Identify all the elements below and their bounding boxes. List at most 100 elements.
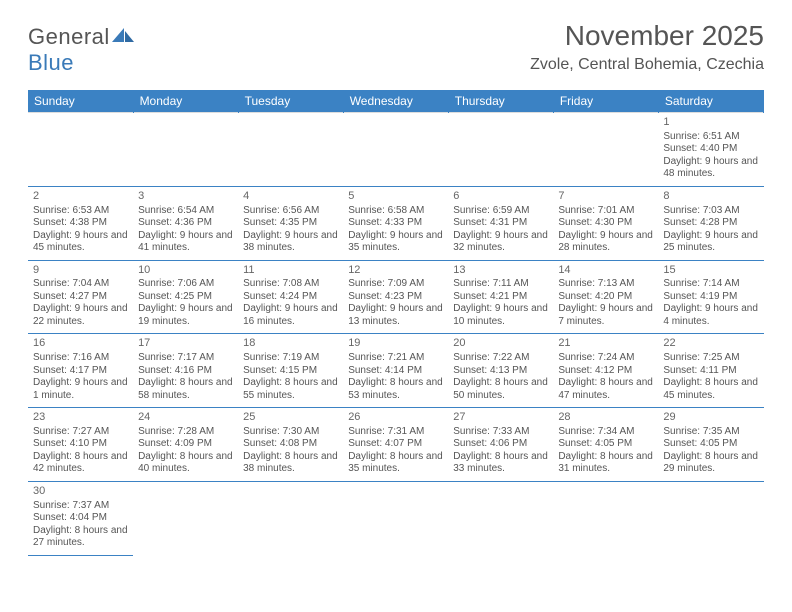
sunrise-line: Sunrise: 7:24 AM (558, 352, 653, 365)
sunset-line: Sunset: 4:16 PM (138, 365, 233, 378)
calendar-cell: 10Sunrise: 7:06 AMSunset: 4:25 PMDayligh… (133, 260, 238, 334)
sunset-line: Sunset: 4:07 PM (348, 438, 443, 451)
sunrise-line: Sunrise: 6:58 AM (348, 205, 443, 218)
daylight-line: Daylight: 9 hours and 41 minutes. (138, 230, 233, 255)
daylight-line: Daylight: 9 hours and 19 minutes. (138, 303, 233, 328)
calendar-cell: 19Sunrise: 7:21 AMSunset: 4:14 PMDayligh… (343, 334, 448, 408)
calendar-cell: 22Sunrise: 7:25 AMSunset: 4:11 PMDayligh… (658, 334, 763, 408)
sunset-line: Sunset: 4:23 PM (348, 291, 443, 304)
sunset-line: Sunset: 4:10 PM (33, 438, 128, 451)
calendar-cell: 1Sunrise: 6:51 AMSunset: 4:40 PMDaylight… (658, 113, 763, 187)
sunrise-line: Sunrise: 7:01 AM (558, 205, 653, 218)
day-number: 15 (663, 264, 758, 278)
calendar-cell (238, 481, 343, 555)
sunset-line: Sunset: 4:13 PM (453, 365, 548, 378)
day-number: 19 (348, 337, 443, 351)
sunset-line: Sunset: 4:36 PM (138, 217, 233, 230)
sunrise-line: Sunrise: 6:53 AM (33, 205, 128, 218)
calendar-cell (28, 113, 133, 187)
daylight-line: Daylight: 9 hours and 4 minutes. (663, 303, 758, 328)
day-number: 26 (348, 411, 443, 425)
calendar-cell: 27Sunrise: 7:33 AMSunset: 4:06 PMDayligh… (448, 408, 553, 482)
day-number: 7 (558, 190, 653, 204)
calendar-cell: 11Sunrise: 7:08 AMSunset: 4:24 PMDayligh… (238, 260, 343, 334)
sunrise-line: Sunrise: 7:06 AM (138, 278, 233, 291)
day-number: 10 (138, 264, 233, 278)
day-number: 12 (348, 264, 443, 278)
daylight-line: Daylight: 8 hours and 40 minutes. (138, 451, 233, 476)
sunrise-line: Sunrise: 7:37 AM (33, 500, 128, 513)
daylight-line: Daylight: 8 hours and 35 minutes. (348, 451, 443, 476)
sunrise-line: Sunrise: 7:19 AM (243, 352, 338, 365)
daylight-line: Daylight: 9 hours and 28 minutes. (558, 230, 653, 255)
calendar-cell (553, 113, 658, 187)
sunrise-line: Sunrise: 7:22 AM (453, 352, 548, 365)
sunset-line: Sunset: 4:19 PM (663, 291, 758, 304)
sunrise-line: Sunrise: 6:56 AM (243, 205, 338, 218)
sunset-line: Sunset: 4:28 PM (663, 217, 758, 230)
brand-part2: Blue (28, 50, 74, 75)
sunset-line: Sunset: 4:30 PM (558, 217, 653, 230)
daylight-line: Daylight: 9 hours and 48 minutes. (663, 156, 758, 181)
daylight-line: Daylight: 9 hours and 22 minutes. (33, 303, 128, 328)
calendar-cell: 3Sunrise: 6:54 AMSunset: 4:36 PMDaylight… (133, 186, 238, 260)
sunset-line: Sunset: 4:24 PM (243, 291, 338, 304)
calendar-table: SundayMondayTuesdayWednesdayThursdayFrid… (28, 90, 764, 556)
day-number: 28 (558, 411, 653, 425)
calendar-cell: 18Sunrise: 7:19 AMSunset: 4:15 PMDayligh… (238, 334, 343, 408)
sunset-line: Sunset: 4:21 PM (453, 291, 548, 304)
sunset-line: Sunset: 4:15 PM (243, 365, 338, 378)
sunset-line: Sunset: 4:05 PM (663, 438, 758, 451)
calendar-cell (133, 481, 238, 555)
sunrise-line: Sunrise: 7:34 AM (558, 426, 653, 439)
day-number: 17 (138, 337, 233, 351)
sunrise-line: Sunrise: 7:09 AM (348, 278, 443, 291)
day-number: 18 (243, 337, 338, 351)
sunrise-line: Sunrise: 7:11 AM (453, 278, 548, 291)
calendar-cell (343, 481, 448, 555)
day-number: 6 (453, 190, 548, 204)
calendar-cell (448, 113, 553, 187)
sunrise-line: Sunrise: 6:51 AM (663, 131, 758, 144)
calendar-cell: 12Sunrise: 7:09 AMSunset: 4:23 PMDayligh… (343, 260, 448, 334)
calendar-cell: 16Sunrise: 7:16 AMSunset: 4:17 PMDayligh… (28, 334, 133, 408)
brand-text: GeneralBlue (28, 24, 136, 76)
sunset-line: Sunset: 4:09 PM (138, 438, 233, 451)
calendar-cell (658, 481, 763, 555)
daylight-line: Daylight: 8 hours and 50 minutes. (453, 377, 548, 402)
calendar-week-row: 23Sunrise: 7:27 AMSunset: 4:10 PMDayligh… (28, 408, 764, 482)
day-header-row: SundayMondayTuesdayWednesdayThursdayFrid… (28, 90, 764, 113)
calendar-cell: 26Sunrise: 7:31 AMSunset: 4:07 PMDayligh… (343, 408, 448, 482)
sunset-line: Sunset: 4:20 PM (558, 291, 653, 304)
day-header: Saturday (658, 90, 763, 113)
sunset-line: Sunset: 4:25 PM (138, 291, 233, 304)
sunrise-line: Sunrise: 7:21 AM (348, 352, 443, 365)
day-number: 23 (33, 411, 128, 425)
calendar-cell: 6Sunrise: 6:59 AMSunset: 4:31 PMDaylight… (448, 186, 553, 260)
daylight-line: Daylight: 9 hours and 35 minutes. (348, 230, 443, 255)
sunrise-line: Sunrise: 7:03 AM (663, 205, 758, 218)
calendar-cell: 20Sunrise: 7:22 AMSunset: 4:13 PMDayligh… (448, 334, 553, 408)
sunset-line: Sunset: 4:12 PM (558, 365, 653, 378)
calendar-cell: 17Sunrise: 7:17 AMSunset: 4:16 PMDayligh… (133, 334, 238, 408)
daylight-line: Daylight: 9 hours and 32 minutes. (453, 230, 548, 255)
brand-logo: GeneralBlue (28, 20, 136, 76)
sunset-line: Sunset: 4:06 PM (453, 438, 548, 451)
sunset-line: Sunset: 4:35 PM (243, 217, 338, 230)
daylight-line: Daylight: 8 hours and 47 minutes. (558, 377, 653, 402)
day-number: 21 (558, 337, 653, 351)
day-number: 14 (558, 264, 653, 278)
daylight-line: Daylight: 9 hours and 13 minutes. (348, 303, 443, 328)
day-number: 30 (33, 485, 128, 499)
sunset-line: Sunset: 4:11 PM (663, 365, 758, 378)
calendar-week-row: 2Sunrise: 6:53 AMSunset: 4:38 PMDaylight… (28, 186, 764, 260)
sunrise-line: Sunrise: 7:13 AM (558, 278, 653, 291)
calendar-week-row: 30Sunrise: 7:37 AMSunset: 4:04 PMDayligh… (28, 481, 764, 555)
day-number: 8 (663, 190, 758, 204)
daylight-line: Daylight: 8 hours and 29 minutes. (663, 451, 758, 476)
calendar-cell: 23Sunrise: 7:27 AMSunset: 4:10 PMDayligh… (28, 408, 133, 482)
page-title: November 2025 (530, 20, 764, 52)
calendar-cell: 9Sunrise: 7:04 AMSunset: 4:27 PMDaylight… (28, 260, 133, 334)
day-header: Sunday (28, 90, 133, 113)
location-text: Zvole, Central Bohemia, Czechia (530, 56, 764, 74)
